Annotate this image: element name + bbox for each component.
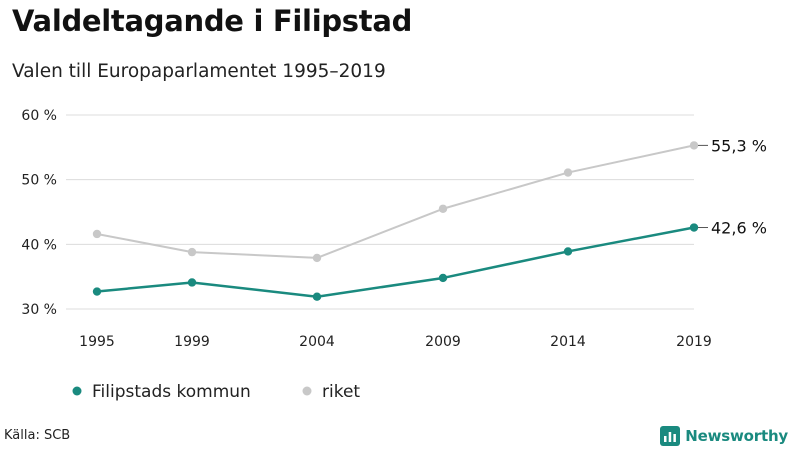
data-point bbox=[92, 287, 102, 296]
series-line bbox=[96, 144, 695, 259]
legend-marker bbox=[302, 386, 312, 396]
chart-title: Valdeltagande i Filipstad bbox=[12, 4, 413, 38]
x-tick-label: 1999 bbox=[174, 334, 210, 350]
chart-subtitle: Valen till Europaparlamentet 1995–2019 bbox=[12, 61, 386, 82]
data-point bbox=[92, 229, 102, 239]
y-tick-label: 60 % bbox=[21, 108, 57, 124]
y-tick-label: 50 % bbox=[21, 173, 57, 189]
brand-logo-group[interactable]: Newsworthy bbox=[660, 426, 788, 446]
legend-label: Filipstads kommun bbox=[92, 382, 251, 402]
brand-name: Newsworthy bbox=[685, 427, 788, 445]
series-line bbox=[96, 226, 695, 298]
x-tick-label: 1995 bbox=[79, 334, 115, 350]
x-tick-label: 2019 bbox=[676, 334, 712, 350]
data-point bbox=[689, 141, 699, 150]
x-tick-label: 2009 bbox=[425, 334, 461, 350]
data-point bbox=[187, 278, 197, 287]
newsworthy-logo-icon bbox=[660, 426, 681, 446]
data-point bbox=[312, 253, 322, 263]
legend-marker bbox=[72, 386, 82, 396]
end-value-label: 55,3 % bbox=[711, 136, 767, 155]
x-tick-label: 2014 bbox=[550, 334, 586, 350]
data-point bbox=[563, 247, 573, 256]
y-tick-label: 40 % bbox=[21, 237, 57, 253]
data-point bbox=[438, 273, 448, 283]
y-tick-label: 30 % bbox=[21, 302, 57, 318]
legend-label: riket bbox=[322, 382, 360, 402]
data-point bbox=[563, 168, 573, 177]
line-chart: 30 % 40 % 50 % 60 % 1995 1999 2004 2009 2014 2019… bbox=[21, 108, 767, 402]
x-tick-label: 2004 bbox=[299, 334, 335, 350]
source-note: Källa: SCB bbox=[4, 428, 71, 443]
data-point bbox=[312, 292, 322, 301]
end-value-label: 42,6 % bbox=[711, 219, 767, 238]
data-point bbox=[689, 223, 699, 232]
data-point bbox=[438, 204, 448, 213]
data-point bbox=[187, 247, 197, 257]
